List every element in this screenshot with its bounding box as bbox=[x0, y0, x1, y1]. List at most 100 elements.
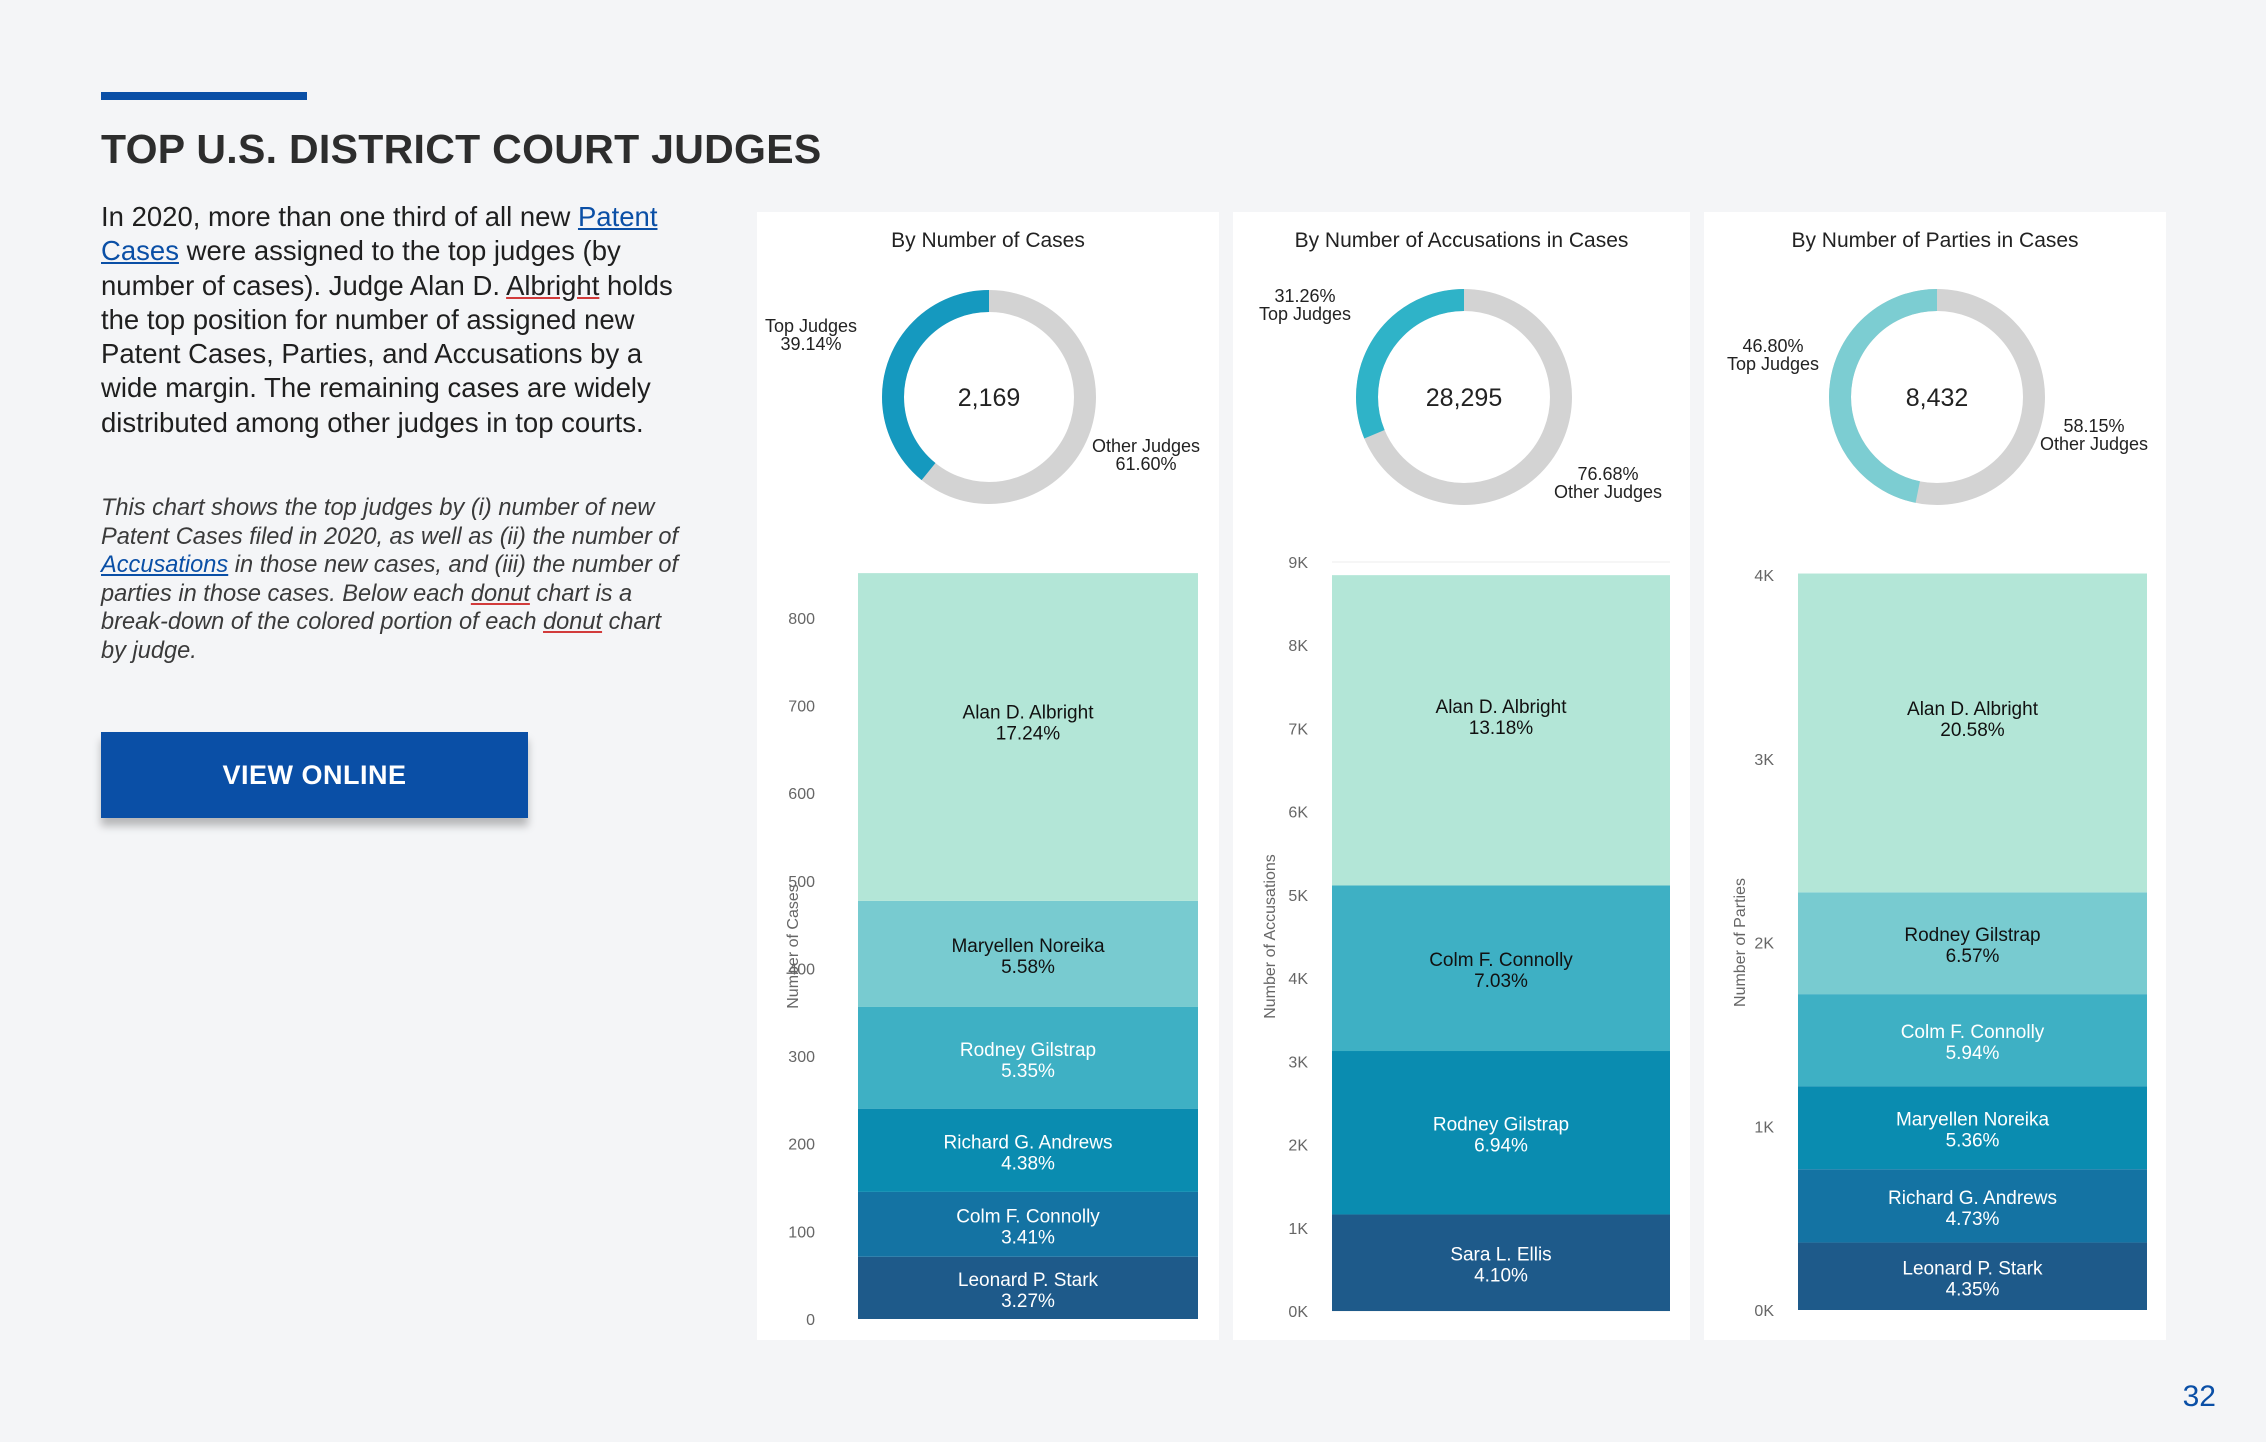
y-axis-label: Number of Parties bbox=[1732, 878, 1749, 1007]
chart-svg: By Number of Parties in Cases 8,432 46.80%… bbox=[1727, 229, 2148, 1320]
note-text-donut: donut bbox=[470, 580, 530, 607]
donut-slice-top-judges bbox=[1356, 289, 1572, 505]
bar-segment-richard-g-andrews bbox=[1798, 1169, 2147, 1243]
y-tick-label: 2K bbox=[1288, 1138, 1308, 1155]
y-tick-label: 3K bbox=[1288, 1054, 1308, 1071]
y-tick-label: 400 bbox=[788, 961, 815, 978]
segment-percent-label: 13.18% bbox=[1469, 718, 1534, 739]
segment-percent-label: 3.27% bbox=[1001, 1291, 1055, 1312]
segment-judge-name: Alan D. Albright bbox=[963, 703, 1095, 724]
chart-panel-parties: By Number of Parties in Cases 8,432 46.80%… bbox=[1704, 212, 2166, 1340]
donut-slice-top-judges bbox=[1829, 289, 2045, 505]
donut-label-top-judges-name: Top Judges bbox=[765, 316, 857, 336]
donut-label-top-judges-name: Top Judges bbox=[1259, 304, 1351, 324]
note-text: in those new cases, and (iii) the number… bbox=[101, 552, 679, 607]
chart-panel-cases: By Number of Cases 2,169 Top Judges 39.14% O… bbox=[757, 212, 1219, 1340]
bar-segment-alan-d-albright bbox=[1798, 573, 2147, 893]
bar-segment-richard-g-andrews bbox=[858, 1108, 1198, 1192]
title-accent-bar bbox=[101, 92, 307, 100]
y-tick-label: 7K bbox=[1288, 721, 1308, 738]
chart-svg: By Number of Accusations in Cases 28,295 3… bbox=[1259, 229, 1670, 1321]
segment-percent-label: 5.36% bbox=[1946, 1131, 2000, 1152]
segment-judge-name: Rodney Gilstrap bbox=[1904, 925, 2040, 946]
view-online-button[interactable]: VIEW ONLINE bbox=[101, 732, 528, 818]
chart-title: By Number of Cases bbox=[891, 229, 1085, 252]
y-tick-label: 300 bbox=[788, 1049, 815, 1066]
chart-title: By Number of Accusations in Cases bbox=[1295, 229, 1629, 252]
segment-percent-label: 3.41% bbox=[1001, 1227, 1055, 1248]
chart-panel-accusations: By Number of Accusations in Cases 28,295 3… bbox=[1233, 212, 1690, 1340]
segment-judge-name: Colm F. Connolly bbox=[956, 1206, 1100, 1227]
y-tick-label: 800 bbox=[788, 611, 815, 628]
bar-segment-rodney-gilstrap bbox=[858, 1006, 1198, 1109]
segment-percent-label: 5.94% bbox=[1946, 1043, 2000, 1064]
intro-text: In 2020, more than one third of all new bbox=[101, 201, 578, 232]
segment-percent-label: 17.24% bbox=[996, 724, 1061, 745]
segment-percent-label: 7.03% bbox=[1474, 971, 1528, 992]
intro-text: holds the top position for number of ass… bbox=[101, 269, 673, 438]
page-title: TOP U.S. DISTRICT COURT JUDGES bbox=[101, 126, 822, 172]
bar-segment-leonard-p-stark bbox=[858, 1256, 1198, 1319]
donut-label-other-judges-name: Other Judges bbox=[2040, 434, 2148, 454]
note-text: chart by judge. bbox=[101, 609, 662, 664]
bar-segment-maryellen-noreika bbox=[1798, 1086, 2147, 1170]
bar-segment-leonard-p-stark bbox=[1798, 1242, 2147, 1310]
y-tick-label: 700 bbox=[788, 698, 815, 715]
bar-segment-colm-f-connolly bbox=[1798, 994, 2147, 1087]
segment-judge-name: Richard G. Andrews bbox=[1888, 1188, 2057, 1209]
segment-judge-name: Alan D. Albright bbox=[1436, 697, 1568, 718]
y-tick-label: 4K bbox=[1754, 568, 1774, 585]
y-axis-label: Number of Accusations bbox=[1262, 854, 1279, 1019]
page-number: 32 bbox=[2182, 1380, 2216, 1413]
accusations-link[interactable]: Accusations bbox=[101, 552, 229, 579]
bar-segment-maryellen-noreika bbox=[858, 900, 1198, 1007]
donut-label-other-judges-pct: 61.60% bbox=[1115, 454, 1176, 474]
chart-note: This chart shows the top judges by (i) n… bbox=[101, 494, 681, 666]
y-tick-label: 0K bbox=[1754, 1303, 1774, 1320]
segment-percent-label: 5.35% bbox=[1001, 1061, 1055, 1082]
segment-judge-name: Sara L. Ellis bbox=[1450, 1245, 1551, 1266]
segment-percent-label: 6.94% bbox=[1474, 1136, 1528, 1157]
segment-percent-label: 4.35% bbox=[1946, 1279, 2000, 1300]
segment-judge-name: Rodney Gilstrap bbox=[960, 1040, 1096, 1061]
donut-label-top-judges-pct: 39.14% bbox=[780, 334, 841, 354]
donut-label-top-judges-name: Top Judges bbox=[1727, 354, 1819, 374]
segment-judge-name: Leonard P. Stark bbox=[1902, 1258, 2043, 1279]
y-axis-label: Number of Cases bbox=[785, 884, 802, 1009]
segment-judge-name: Leonard P. Stark bbox=[958, 1270, 1099, 1291]
y-tick-label: 1K bbox=[1288, 1221, 1308, 1238]
note-text: This chart shows the top judges by (i) n… bbox=[101, 495, 679, 550]
segment-percent-label: 5.58% bbox=[1001, 957, 1055, 978]
donut-label-top-judges-pct: 46.80% bbox=[1742, 336, 1803, 356]
donut-label-top-judges-pct: 31.26% bbox=[1274, 286, 1335, 306]
bar-segment-colm-f-connolly bbox=[1332, 885, 1670, 1052]
segment-judge-name: Richard G. Andrews bbox=[944, 1132, 1113, 1153]
donut-label-other-judges-name: Other Judges bbox=[1554, 482, 1662, 502]
segment-judge-name: Maryellen Noreika bbox=[1896, 1110, 2050, 1131]
donut-total-label: 8,432 bbox=[1906, 384, 1969, 412]
segment-percent-label: 4.38% bbox=[1001, 1153, 1055, 1174]
segment-percent-label: 20.58% bbox=[1940, 720, 2005, 741]
bar-segment-colm-f-connolly bbox=[858, 1191, 1198, 1257]
bar-segment-alan-d-albright bbox=[1332, 575, 1670, 886]
patent-cases-link[interactable]: Patent Cases bbox=[101, 201, 658, 267]
donut-label-other-judges-pct: 58.15% bbox=[2063, 416, 2124, 436]
chart-title: By Number of Parties in Cases bbox=[1791, 229, 2078, 252]
segment-judge-name: Colm F. Connolly bbox=[1901, 1022, 2045, 1043]
segment-percent-label: 4.10% bbox=[1474, 1266, 1528, 1287]
intro-paragraph: In 2020, more than one third of all new … bbox=[101, 200, 681, 440]
y-tick-label: 200 bbox=[788, 1137, 815, 1154]
donut-label-other-judges-pct: 76.68% bbox=[1577, 464, 1638, 484]
y-tick-label: 500 bbox=[788, 874, 815, 891]
segment-judge-name: Alan D. Albright bbox=[1907, 699, 2039, 720]
y-tick-label: 8K bbox=[1288, 638, 1308, 655]
y-tick-label: 9K bbox=[1288, 555, 1308, 572]
y-tick-label: 100 bbox=[788, 1224, 815, 1241]
bar-segment-rodney-gilstrap bbox=[1798, 892, 2147, 995]
y-tick-label: 600 bbox=[788, 786, 815, 803]
segment-percent-label: 6.57% bbox=[1946, 946, 2000, 967]
segment-judge-name: Maryellen Noreika bbox=[951, 936, 1105, 957]
y-tick-label: 3K bbox=[1754, 752, 1774, 769]
y-tick-label: 0K bbox=[1288, 1304, 1308, 1321]
